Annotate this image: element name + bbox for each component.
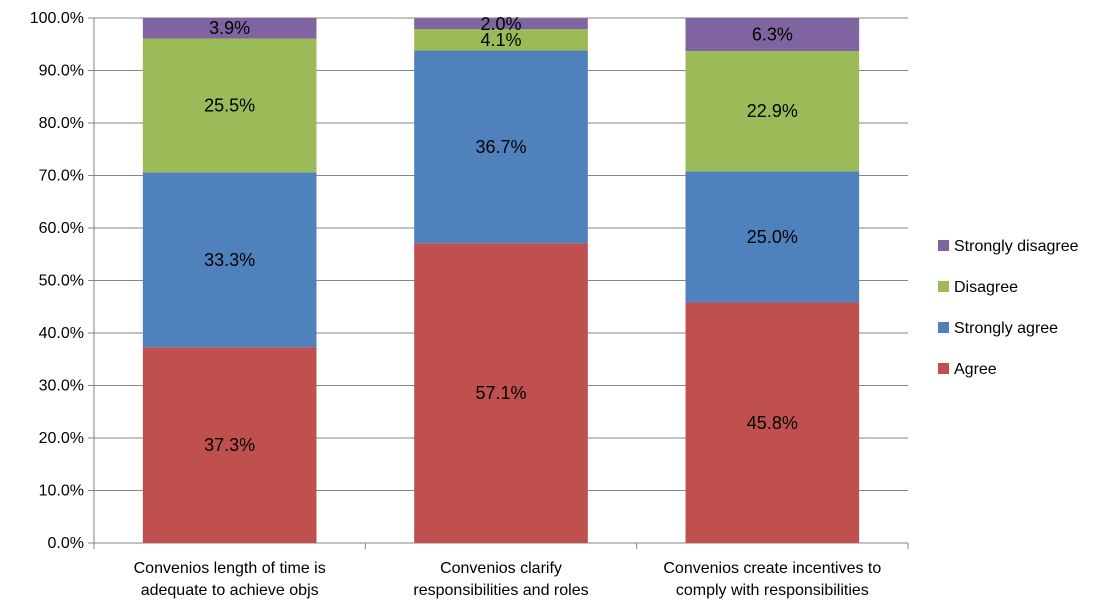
x-tick-label: adequate to achieve objs bbox=[141, 582, 319, 599]
legend-swatch bbox=[938, 281, 949, 292]
data-label: 22.9% bbox=[747, 101, 798, 121]
bar-segment bbox=[685, 171, 860, 303]
bar-segment bbox=[142, 172, 317, 348]
x-tick-label: Convenios create incentives to bbox=[663, 560, 881, 577]
y-tick-label: 0.0% bbox=[48, 535, 84, 552]
bar-segment bbox=[414, 50, 588, 244]
y-tick-label: 90.0% bbox=[39, 63, 84, 80]
x-tick-label: Convenios clarify bbox=[440, 560, 562, 577]
bar-segment bbox=[685, 302, 860, 543]
legend-swatch bbox=[938, 322, 949, 333]
bar-segment bbox=[414, 29, 588, 51]
legend-label: Strongly agree bbox=[954, 320, 1058, 337]
x-tick-label: Convenios length of time is bbox=[134, 560, 326, 577]
bar-segment bbox=[142, 347, 317, 543]
bar-segment bbox=[142, 18, 317, 39]
data-label: 4.1% bbox=[480, 30, 521, 50]
y-tick-label: 10.0% bbox=[39, 483, 84, 500]
data-label: 37.3% bbox=[204, 435, 255, 455]
legend-swatch bbox=[938, 240, 949, 251]
y-tick-label: 80.0% bbox=[39, 115, 84, 132]
y-tick-label: 30.0% bbox=[39, 378, 84, 395]
data-label: 25.5% bbox=[204, 95, 255, 115]
data-label: 33.3% bbox=[204, 250, 255, 270]
data-label: 45.8% bbox=[747, 413, 798, 433]
bar-segment bbox=[414, 243, 588, 543]
bar-segment bbox=[685, 18, 860, 52]
legend-label: Agree bbox=[954, 361, 997, 378]
y-tick-label: 60.0% bbox=[39, 220, 84, 237]
y-tick-label: 20.0% bbox=[39, 430, 84, 447]
y-tick-label: 50.0% bbox=[39, 273, 84, 290]
data-label: 6.3% bbox=[752, 25, 793, 45]
data-label: 25.0% bbox=[747, 227, 798, 247]
legend-swatch bbox=[938, 363, 949, 374]
bar-segment bbox=[142, 38, 317, 173]
data-label: 2.0% bbox=[480, 14, 521, 34]
y-tick-label: 40.0% bbox=[39, 325, 84, 342]
data-label: 3.9% bbox=[209, 18, 250, 38]
legend-label: Strongly disagree bbox=[954, 238, 1079, 255]
x-tick-label: comply with responsibilities bbox=[676, 582, 869, 599]
data-label: 36.7% bbox=[475, 137, 526, 157]
x-tick-label: responsibilities and roles bbox=[413, 582, 588, 599]
legend-label: Disagree bbox=[954, 279, 1018, 296]
data-label: 57.1% bbox=[475, 383, 526, 403]
y-tick-label: 70.0% bbox=[39, 168, 84, 185]
bar-segment bbox=[685, 51, 860, 172]
y-tick-label: 100.0% bbox=[30, 10, 84, 27]
bar-segment bbox=[414, 18, 588, 30]
